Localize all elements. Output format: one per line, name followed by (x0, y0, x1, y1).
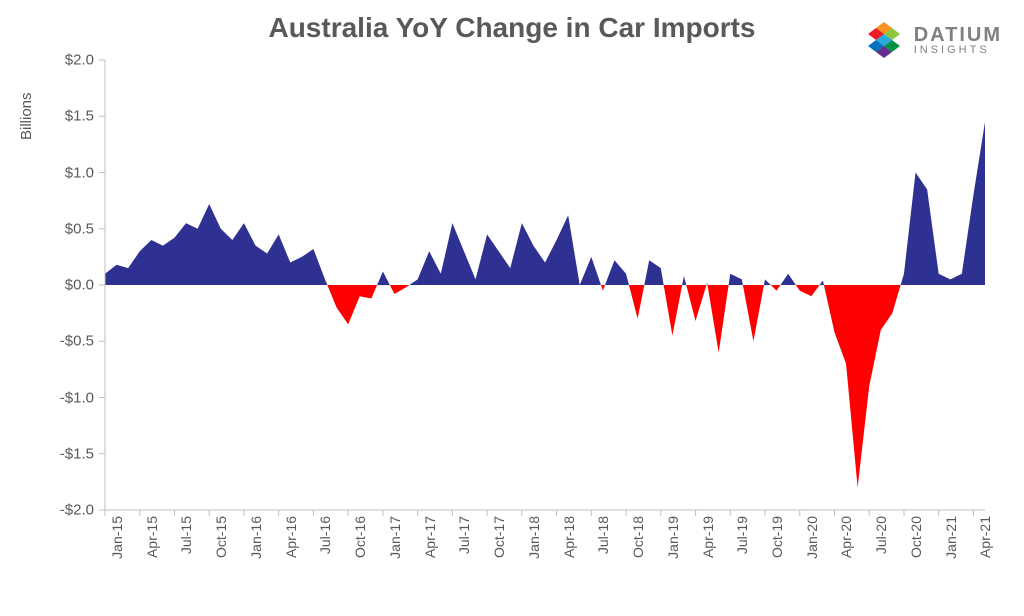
x-tick-label: Oct-17 (491, 516, 507, 558)
x-tick-label: Jan-19 (665, 516, 681, 559)
positive-area (706, 283, 707, 285)
y-tick-label: -$2.0 (34, 502, 94, 519)
x-tick-label: Jul-18 (595, 516, 611, 554)
negative-area (686, 285, 706, 321)
x-tick-label: Apr-20 (838, 516, 854, 558)
positive-area (682, 276, 686, 285)
positive-area (901, 122, 985, 285)
positive-area (729, 274, 743, 285)
negative-area (824, 285, 901, 488)
x-tick-label: Oct-16 (352, 516, 368, 558)
x-tick-label: Jul-17 (456, 516, 472, 554)
positive-area (780, 274, 795, 285)
x-tick-label: Jan-20 (804, 516, 820, 559)
y-tick-label: $2.0 (34, 52, 94, 69)
brand-logo: DATIUM INSIGHTS (862, 18, 1002, 62)
y-tick-label: $1.0 (34, 164, 94, 181)
positive-area (377, 272, 390, 286)
chart-svg (105, 60, 985, 510)
x-tick-label: Jan-21 (943, 516, 959, 559)
x-tick-label: Jul-16 (317, 516, 333, 554)
x-tick-label: Jul-19 (734, 516, 750, 554)
positive-area (105, 204, 327, 285)
negative-area (796, 285, 820, 296)
x-tick-label: Apr-21 (977, 516, 993, 558)
y-tick-label: -$0.5 (34, 333, 94, 350)
plot-area (105, 60, 985, 510)
x-tick-label: Apr-17 (422, 516, 438, 558)
x-tick-label: Jul-20 (873, 516, 889, 554)
x-tick-label: Jan-17 (387, 516, 403, 559)
y-tick-label: $1.5 (34, 108, 94, 125)
logo-line-2: INSIGHTS (914, 45, 1002, 56)
x-tick-label: Jan-15 (109, 516, 125, 559)
x-tick-label: Apr-15 (144, 516, 160, 558)
negative-area (327, 285, 377, 324)
x-tick-label: Jan-16 (248, 516, 264, 559)
x-tick-label: Apr-18 (561, 516, 577, 558)
x-tick-label: Apr-16 (283, 516, 299, 558)
y-tick-label: -$1.0 (34, 389, 94, 406)
negative-area (707, 285, 728, 353)
y-tick-label: $0.0 (34, 277, 94, 294)
y-tick-label: $0.5 (34, 220, 94, 237)
positive-area (644, 260, 663, 285)
x-tick-label: Jan-18 (526, 516, 542, 559)
x-tick-label: Oct-18 (630, 516, 646, 558)
negative-area (664, 285, 683, 336)
x-tick-label: Apr-19 (700, 516, 716, 558)
negative-area (601, 285, 605, 291)
positive-area (764, 279, 771, 285)
positive-area (605, 260, 629, 285)
negative-area (390, 285, 410, 294)
positive-area (409, 215, 601, 285)
chart-container: Australia YoY Change in Car Imports Bill… (0, 0, 1024, 616)
logo-text: DATIUM INSIGHTS (914, 25, 1002, 56)
negative-area (629, 285, 644, 319)
x-tick-label: Oct-19 (769, 516, 785, 558)
negative-area (743, 285, 764, 341)
x-tick-label: Oct-20 (908, 516, 924, 558)
positive-area (820, 281, 824, 286)
logo-icon (862, 18, 906, 62)
y-axis-title: Billions (18, 92, 35, 140)
x-tick-label: Jul-15 (178, 516, 194, 554)
negative-area (771, 285, 781, 291)
logo-line-1: DATIUM (914, 25, 1002, 45)
y-tick-label: -$1.5 (34, 445, 94, 462)
x-tick-label: Oct-15 (213, 516, 229, 558)
